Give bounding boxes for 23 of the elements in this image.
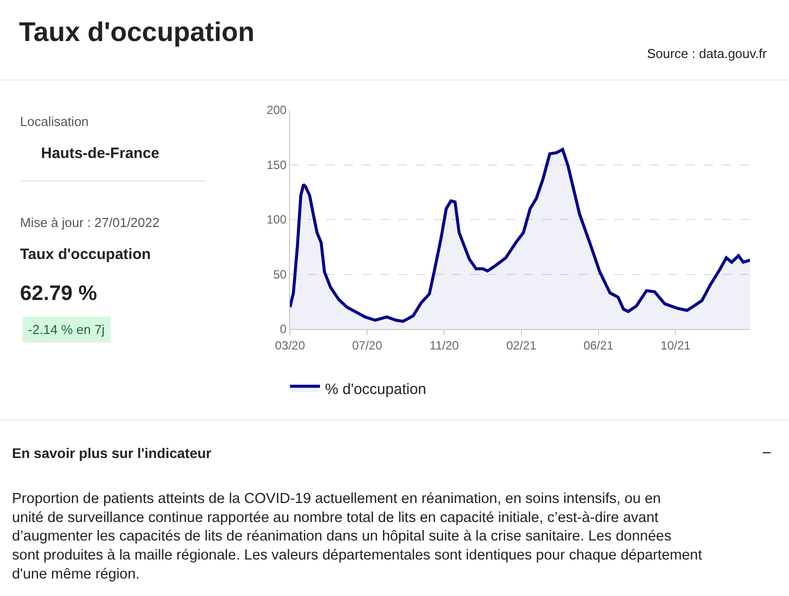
chart-title: Taux d'occupation [19, 16, 254, 47]
y-tick-label: 200 [266, 103, 287, 118]
y-tick-label: 100 [266, 212, 287, 227]
x-tick-label: 07/20 [352, 338, 382, 352]
y-tick-label: 150 [266, 158, 287, 172]
x-tick-label: 10/21 [660, 338, 691, 352]
y-tick-label: 50 [273, 267, 287, 282]
x-tick-label: 11/20 [430, 338, 460, 352]
text: Mise à jour : 27/01/2022 [20, 215, 160, 230]
text: − [762, 445, 772, 462]
text: -2.14 % en 7j [28, 322, 105, 337]
text: Localisation [20, 114, 89, 129]
x-tick-label: 03/20 [274, 338, 306, 352]
text: 62.79 % [20, 282, 98, 305]
text: En savoir plus sur l'indicateur [12, 445, 212, 461]
legend-label: % d'occupation [325, 381, 426, 398]
y-tick-label: 0 [280, 322, 287, 336]
text: Hauts-de-France [41, 145, 160, 162]
text: Proportion de patients atteints de la COVID-19 actuellement en réanimation, en soins intensifs, ou en unité de surveillance continue rapportée au nombre total de lits en capacité initiale, c’est-à-dire avant d’augmenter les capacités de lits de réanimation dans un hôpital suite à la crise sanitaire. Les données sont produites à la maille régionale. Les valeurs départementales sont identiques pour chaque département d'une même région. [12, 491, 702, 582]
source-note: Source : data.gouv.fr [647, 46, 768, 61]
x-tick-label: 02/21 [506, 338, 537, 352]
text: Taux d'occupation [20, 246, 151, 263]
x-tick-label: 06/21 [583, 338, 614, 352]
